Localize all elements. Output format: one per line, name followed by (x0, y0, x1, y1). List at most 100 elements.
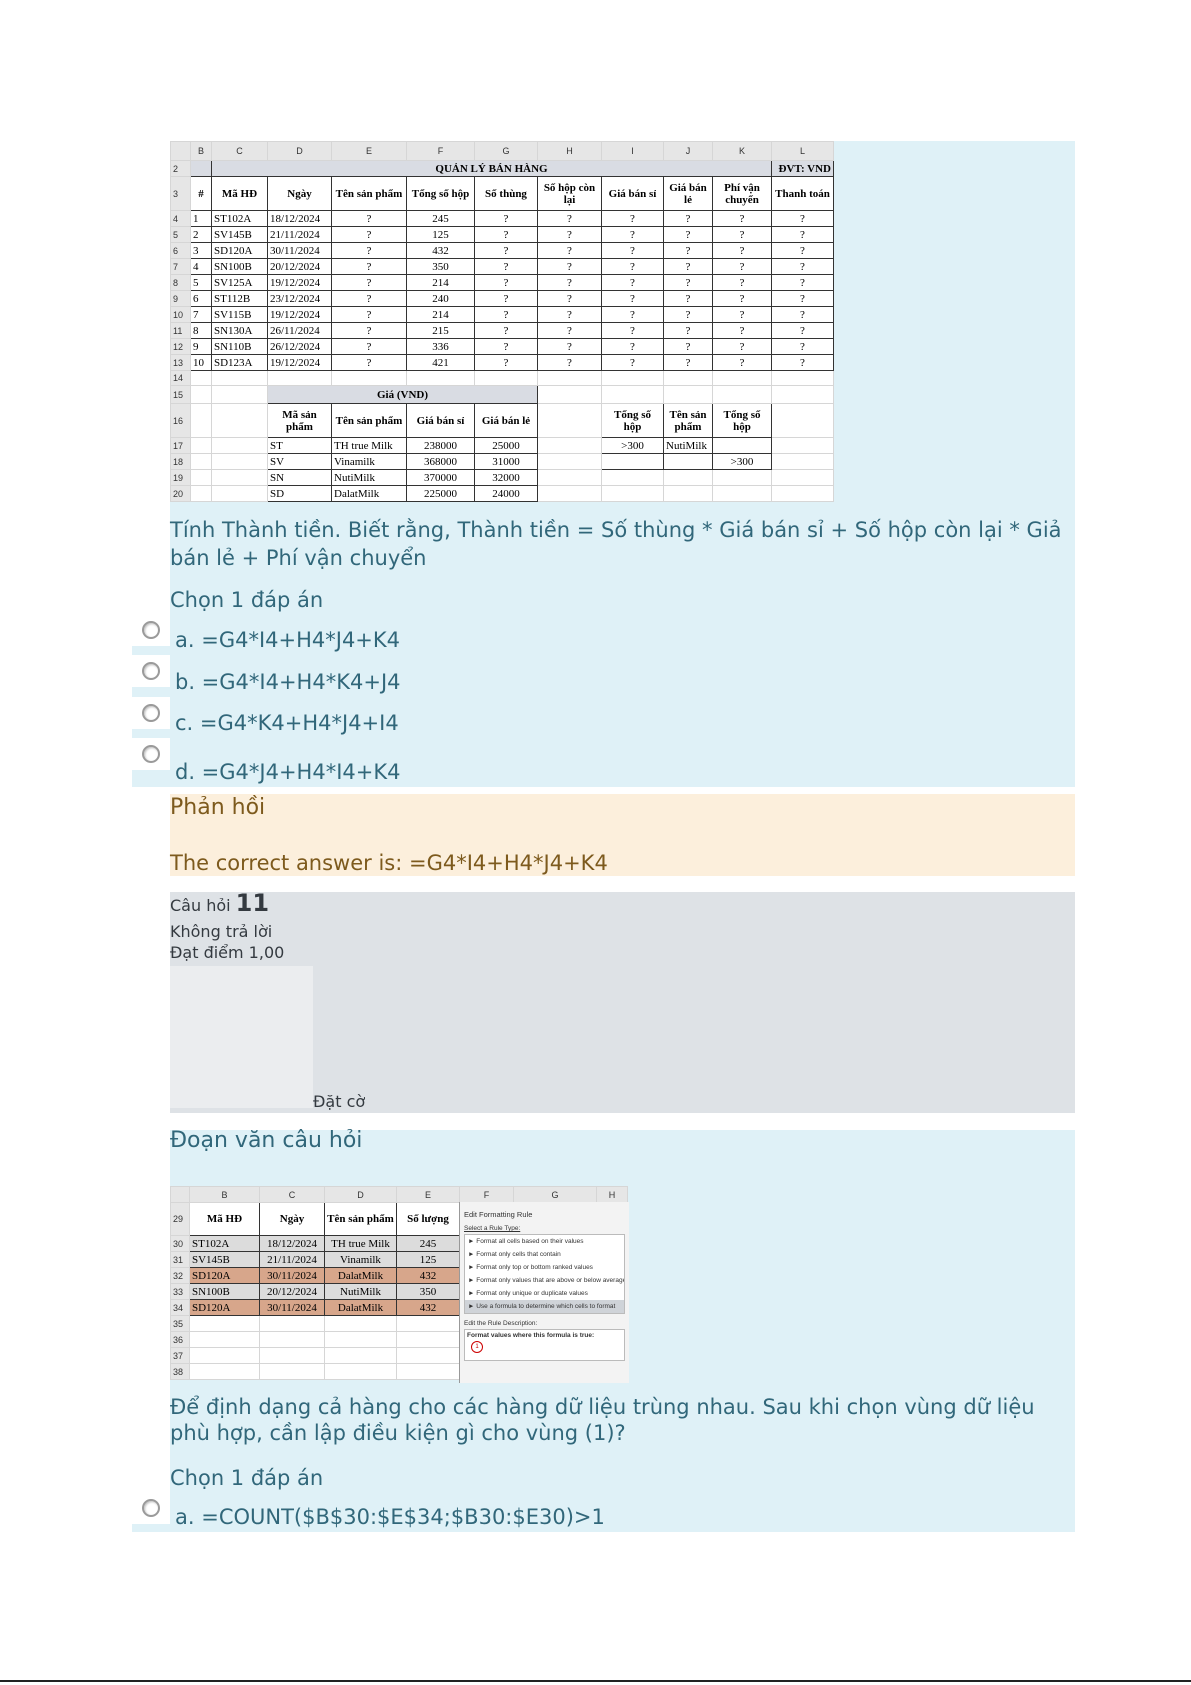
question-num: 11 (235, 889, 270, 917)
cell: ? (537, 306, 602, 323)
row: 7 4 SN100B 20/12/2024? 350?????? (170, 258, 834, 275)
radio-button[interactable] (142, 662, 160, 680)
cell: 11 (170, 322, 191, 339)
cell (324, 1315, 397, 1332)
cell: 15 (170, 385, 191, 404)
option-text[interactable]: c. =G4*K4+H4*J4+I4 (175, 711, 399, 735)
row: 8 5 SV125A 19/12/2024? 214?????? (170, 274, 834, 291)
cell (170, 1186, 190, 1203)
cell: 26/11/2024 (267, 322, 332, 339)
option-text[interactable]: a. =COUNT($B$30:$E$34;$B30:$E30)>1 (175, 1505, 605, 1529)
cell: ? (331, 226, 407, 243)
cell (190, 385, 212, 404)
cell (771, 485, 834, 502)
cell: Thanh toán (771, 176, 834, 211)
cell: ? (601, 226, 664, 243)
cell (211, 385, 268, 404)
row: 2 QUẢN LÝ BÁN HÀNG ĐVT: VND (170, 160, 834, 177)
cell: Giá bán lẻ (663, 176, 713, 211)
grade: Đạt điểm 1,00 (170, 943, 285, 962)
cell: 8 (190, 322, 212, 339)
cell (712, 370, 772, 386)
cell: ? (331, 354, 407, 371)
cell: ST102A (189, 1235, 260, 1252)
option-text[interactable]: b. =G4*I4+H4*K4+J4 (175, 670, 401, 694)
cell: Số hộp còn lại (537, 176, 602, 211)
option-text[interactable]: d. =G4*J4+H4*I4+K4 (175, 760, 401, 784)
cell: ? (331, 258, 407, 275)
cell: 370000 (406, 469, 475, 486)
cell: SV115B (211, 306, 268, 323)
radio-button[interactable] (142, 745, 160, 763)
cell: ? (331, 322, 407, 339)
cell (771, 370, 834, 386)
cell: Mã HĐ (211, 176, 268, 211)
cell: 18/12/2024 (259, 1235, 325, 1252)
label: Edit the Rule Description: (464, 1320, 538, 1327)
rule-type[interactable]: ► Use a formula to determine which cells… (465, 1300, 624, 1313)
radio-button[interactable] (142, 621, 160, 639)
status: Không trả lời (170, 922, 273, 941)
cell: ? (474, 258, 538, 275)
cell: SV145B (189, 1251, 260, 1268)
cell: ? (537, 274, 602, 291)
rule-type[interactable]: ► Format only unique or duplicate values (468, 1290, 588, 1297)
cell: ? (601, 210, 664, 227)
cell: 31 (170, 1251, 190, 1268)
cell: B (190, 141, 212, 161)
cell: K (712, 141, 772, 161)
cell: 5 (170, 226, 191, 243)
cell: ? (663, 242, 713, 259)
cell: SN100B (189, 1283, 260, 1300)
cell: ? (771, 226, 834, 243)
rule-type[interactable]: ► Format only cells that contain (468, 1251, 561, 1258)
cell (259, 1363, 325, 1380)
cell: ? (601, 306, 664, 323)
cell: DalatMilk (331, 485, 407, 502)
cell: 1 (190, 210, 212, 227)
cell: ? (331, 274, 407, 291)
radio-button[interactable] (142, 704, 160, 722)
cell (189, 1347, 260, 1364)
cell: ? (474, 242, 538, 259)
cell: C (211, 141, 268, 161)
cell: 29 (170, 1202, 190, 1236)
flag-link[interactable]: Đặt cờ (313, 1092, 366, 1111)
cell (211, 370, 268, 386)
option-text[interactable]: a. =G4*I4+H4*J4+K4 (175, 628, 401, 652)
cell (601, 370, 664, 386)
rule-type[interactable]: ► Format only top or bottom ranked value… (468, 1264, 593, 1271)
cell (712, 485, 772, 502)
cell: ? (771, 338, 834, 355)
question-number: Câu hỏi 11 (170, 891, 269, 916)
cell: Ngày (267, 176, 332, 211)
row: 18 SV Vinamilk 368000 31000 >300 (170, 453, 834, 470)
rule-type[interactable]: ► Format only values that are above or b… (468, 1277, 624, 1284)
question-text: Tính Thành tiền. Biết rằng, Thành tiền =… (170, 518, 1062, 570)
cell: Số thùng (474, 176, 538, 211)
cell (211, 453, 268, 470)
cell: ? (601, 274, 664, 291)
radio-button[interactable] (142, 1499, 160, 1517)
row: 13 10 SD123A 19/12/2024? 421?????? (170, 354, 834, 371)
cell (771, 403, 834, 438)
flag-box (170, 966, 313, 1108)
cell: ? (601, 242, 664, 259)
cell: ? (663, 210, 713, 227)
cell: SN130A (211, 322, 268, 339)
row: 3 # Mã HĐ Ngày Tên sản phẩm Tổng số hộp Số thù… (170, 176, 834, 211)
cell: F (459, 1186, 514, 1203)
cell (211, 403, 268, 438)
cell (189, 1331, 260, 1348)
cell: 30/11/2024 (259, 1299, 325, 1316)
feedback-title: Phản hồi (170, 795, 266, 820)
cell: 12 (170, 338, 191, 355)
cell: ? (712, 258, 772, 275)
cell: L (771, 141, 834, 161)
cell: E (396, 1186, 460, 1203)
cell: SN100B (211, 258, 268, 275)
rule-type[interactable]: ► Format all cells based on their values (468, 1238, 584, 1245)
cell: Tên sản phẩm (663, 403, 713, 438)
cell: 21/11/2024 (259, 1251, 325, 1268)
